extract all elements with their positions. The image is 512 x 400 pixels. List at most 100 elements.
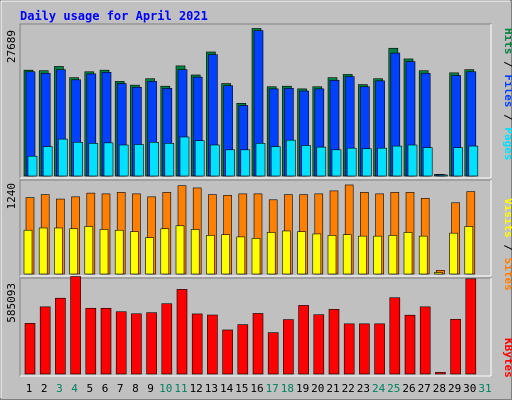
bar-sites-day-18 — [282, 230, 291, 275]
x-tick-label-day-6: 6 — [102, 382, 109, 395]
bar-kbytes-day-3 — [55, 297, 66, 375]
bar-sites-day-19 — [297, 231, 306, 275]
bar-pages-day-19 — [301, 145, 311, 177]
bar-kbytes-day-16 — [252, 313, 264, 375]
bar-pages-day-26 — [407, 144, 418, 177]
bar-kbytes-day-1 — [24, 323, 36, 375]
x-tick-label-day-10: 10 — [159, 382, 172, 395]
bar-kbytes-day-11 — [176, 289, 188, 375]
legend-separator: / — [502, 55, 512, 75]
bar-kbytes-day-9 — [146, 312, 157, 375]
bar-pages-day-1 — [27, 155, 38, 177]
bar-pages-day-23 — [362, 148, 372, 177]
bar-sites-day-29 — [449, 232, 458, 275]
bar-kbytes-day-30 — [465, 278, 477, 375]
x-tick-label-day-20: 20 — [311, 382, 324, 395]
bar-pages-day-8 — [134, 144, 144, 177]
x-tick-label-day-18: 18 — [281, 382, 294, 395]
legend-sites: Sites — [502, 258, 512, 291]
bar-kbytes-day-7 — [115, 311, 127, 375]
x-tick-label-day-22: 22 — [342, 382, 355, 395]
bar-kbytes-day-19 — [298, 305, 309, 375]
x-tick-label-day-27: 27 — [418, 382, 431, 395]
x-tick-label-day-11: 11 — [174, 382, 187, 395]
x-tick-label-day-29: 29 — [448, 382, 461, 395]
x-tick-label-day-31: 31 — [478, 382, 491, 395]
bar-sites-day-15 — [236, 236, 246, 275]
bar-pages-day-28 — [438, 174, 448, 177]
bar-pages-day-4 — [73, 142, 83, 177]
bar-sites-day-8 — [130, 231, 139, 275]
bar-sites-day-23 — [358, 235, 367, 275]
bar-pages-day-6 — [103, 142, 114, 177]
bar-pages-day-21 — [331, 149, 342, 177]
bar-sites-day-6 — [99, 229, 109, 275]
bar-kbytes-day-21 — [328, 309, 340, 375]
x-tick-label-day-21: 21 — [326, 382, 339, 395]
bar-pages-day-2 — [42, 146, 53, 177]
bar-pages-day-17 — [270, 146, 281, 177]
chart-title: Daily usage for April 2021 — [20, 9, 208, 23]
bar-pages-day-30 — [468, 145, 479, 177]
legend-visits-sites: Visits / Sites — [502, 198, 512, 291]
x-tick-label-day-2: 2 — [41, 382, 48, 395]
bar-kbytes-day-20 — [313, 314, 325, 375]
legend-hits: Hits — [502, 28, 512, 55]
bar-kbytes-day-26 — [404, 314, 416, 375]
bar-sites-day-21 — [327, 235, 337, 275]
bar-sites-day-26 — [403, 232, 413, 275]
bar-kbytes-day-12 — [191, 313, 203, 375]
x-tick-label-day-25: 25 — [387, 382, 400, 395]
x-axis-day-labels: 1 2 3 4 5 6 7 8 9 10 11 12 13 14 15 16 17 18 19 20 21 22 23 24 2… — [26, 382, 492, 395]
legend-files: Files — [502, 74, 512, 107]
bar-sites-day-27 — [418, 235, 428, 275]
bar-kbytes-day-28 — [435, 372, 446, 375]
bar-pages-day-24 — [377, 147, 387, 177]
bar-kbytes-day-25 — [389, 297, 401, 375]
bar-sites-day-12 — [190, 229, 200, 275]
x-tick-label-day-28: 28 — [433, 382, 446, 395]
bar-sites-day-16 — [251, 238, 261, 275]
bar-pages-day-12 — [194, 140, 205, 177]
bar-pages-day-3 — [58, 138, 68, 177]
x-tick-label-day-26: 26 — [402, 382, 415, 395]
bar-sites-day-22 — [342, 234, 352, 275]
bar-kbytes-day-29 — [450, 318, 461, 375]
bar-kbytes-day-2 — [39, 306, 51, 375]
bar-kbytes-day-15 — [237, 324, 249, 375]
legend-hits-files-pages: Hits / Files / Pages — [502, 28, 512, 161]
bar-kbytes-day-5 — [85, 307, 97, 375]
bar-sites-day-13 — [206, 235, 215, 275]
bar-sites-day-5 — [84, 226, 94, 275]
bar-pages-day-18 — [286, 139, 296, 177]
bar-kbytes-day-6 — [100, 307, 112, 375]
bar-kbytes-day-14 — [222, 329, 233, 375]
bar-sites-day-25 — [388, 235, 398, 275]
legend-pages: Pages — [502, 127, 512, 160]
bar-pages-day-25 — [392, 145, 403, 177]
bar-sites-day-11 — [175, 225, 185, 275]
x-tick-label-day-4: 4 — [71, 382, 78, 395]
bar-pages-day-9 — [149, 142, 159, 177]
bar-kbytes-day-17 — [267, 332, 279, 375]
legend-visits: Visits — [502, 198, 512, 238]
chart-bars — [23, 28, 479, 375]
bar-sites-day-4 — [69, 228, 78, 275]
bar-pages-day-16 — [255, 143, 266, 177]
bar-kbytes-day-8 — [131, 313, 142, 375]
bar-kbytes-day-18 — [283, 319, 294, 375]
bar-kbytes-day-27 — [419, 306, 431, 375]
bar-sites-day-1 — [23, 229, 33, 275]
x-tick-label-day-7: 7 — [117, 382, 124, 395]
bar-pages-day-22 — [346, 147, 357, 177]
legend-separator: / — [502, 238, 512, 258]
x-tick-label-day-5: 5 — [86, 382, 93, 395]
x-tick-label-day-14: 14 — [220, 382, 234, 395]
bar-sites-day-24 — [373, 235, 382, 275]
x-tick-label-day-3: 3 — [56, 382, 63, 395]
x-tick-label-day-24: 24 — [372, 382, 386, 395]
bar-kbytes-day-13 — [207, 314, 218, 375]
x-tick-label-day-12: 12 — [190, 382, 203, 395]
bar-pages-day-29 — [453, 147, 463, 177]
panel-kbytes-max-label: 585093 — [5, 283, 18, 323]
